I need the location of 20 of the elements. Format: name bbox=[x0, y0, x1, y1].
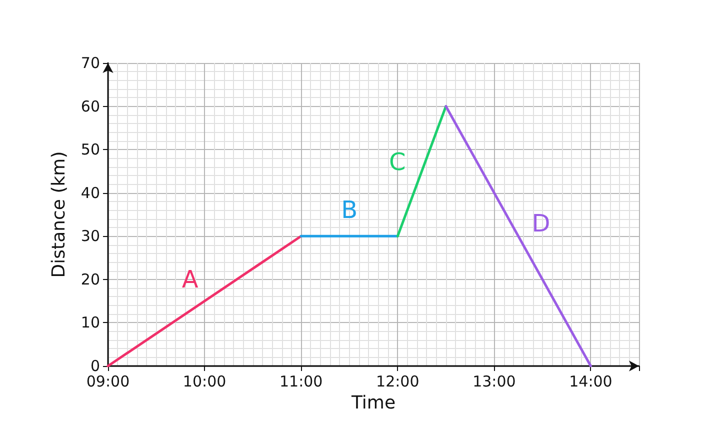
x-tick-label: 12:00 bbox=[376, 372, 420, 390]
y-tick-label: 70 bbox=[80, 54, 100, 72]
x-tick-label: 13:00 bbox=[472, 372, 516, 390]
y-tick-label: 30 bbox=[80, 227, 100, 246]
x-tick-label: 11:00 bbox=[279, 372, 323, 390]
y-tick-label: 20 bbox=[80, 270, 100, 288]
y-axis-title: Distance (km) bbox=[48, 151, 70, 278]
y-tick-label: 40 bbox=[80, 184, 100, 202]
y-tick-label: 10 bbox=[80, 314, 100, 332]
y-tick-label: 50 bbox=[80, 140, 100, 159]
x-tick-label: 14:00 bbox=[569, 372, 612, 390]
series-label: D bbox=[532, 209, 550, 238]
x-axis-title: Time bbox=[350, 392, 396, 414]
x-tick-label: 10:00 bbox=[182, 372, 226, 390]
x-tick-label: 09:00 bbox=[86, 372, 130, 390]
y-tick-label: 60 bbox=[80, 97, 100, 116]
series-label: A bbox=[182, 265, 199, 294]
y-tick-label: 0 bbox=[90, 357, 100, 375]
series-label: C bbox=[389, 148, 406, 176]
series-label: B bbox=[341, 196, 358, 224]
